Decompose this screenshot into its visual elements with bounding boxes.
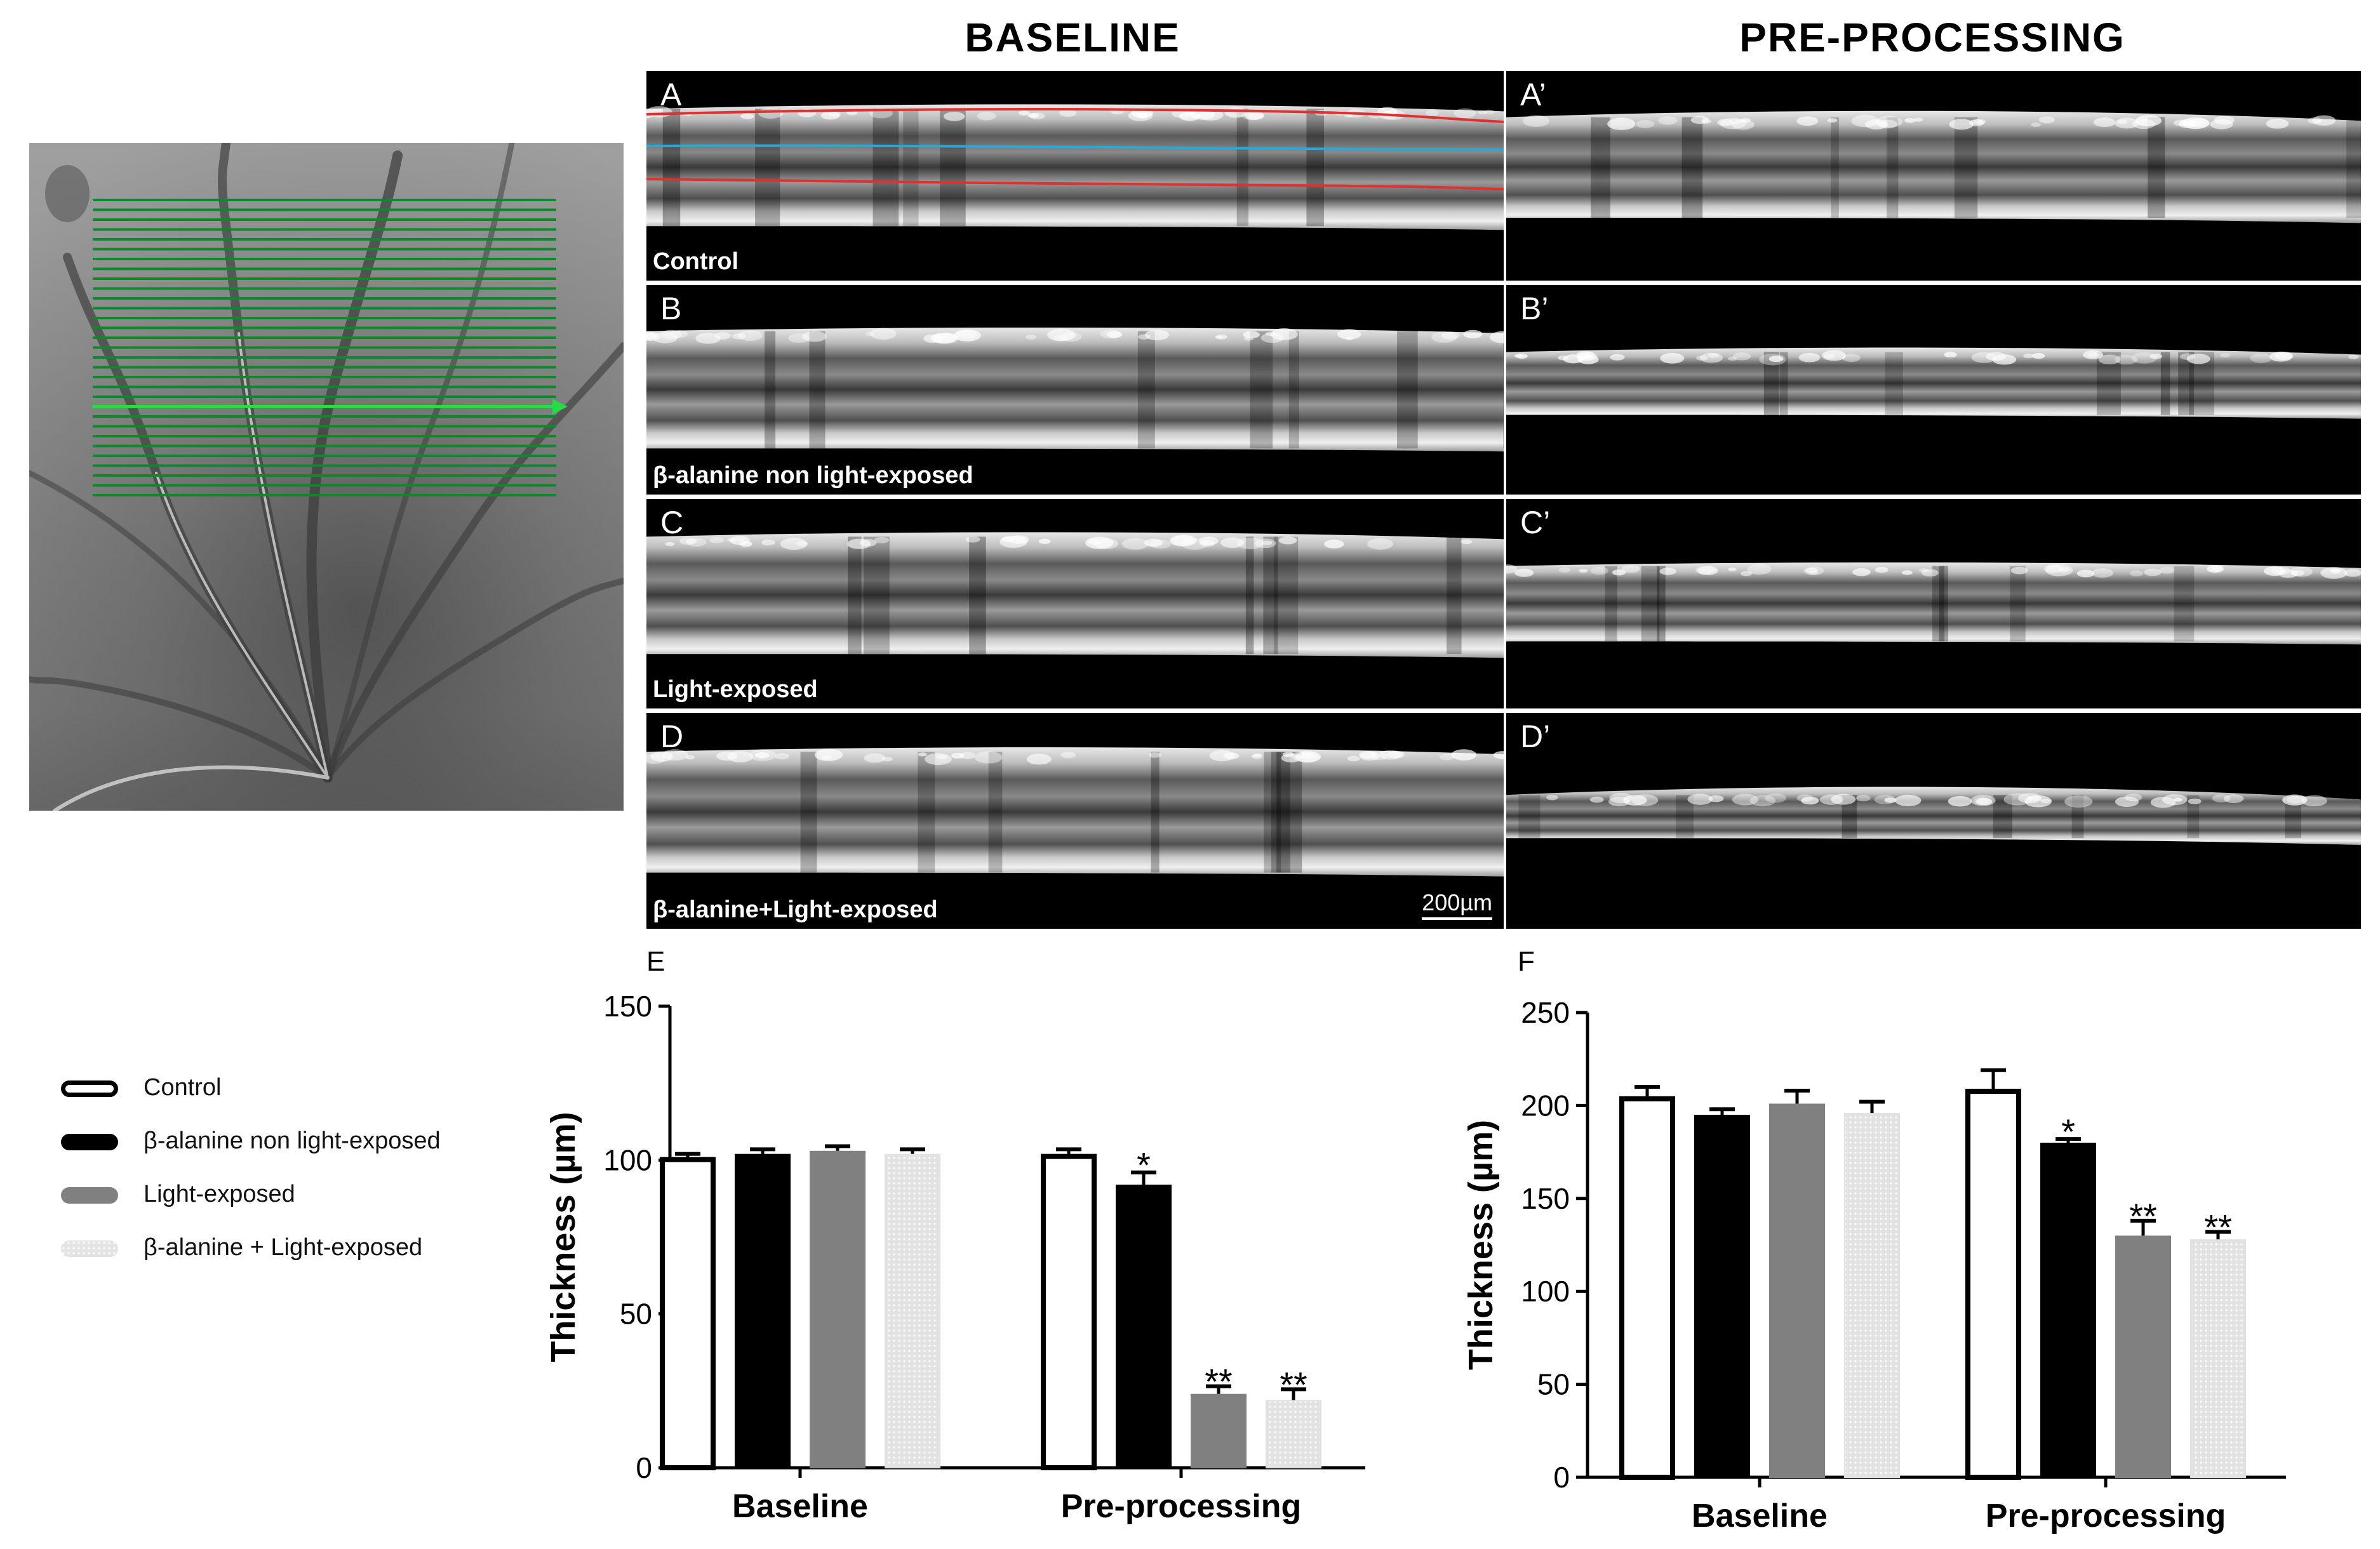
bar: [2040, 1142, 2096, 1478]
significance-label: *: [1137, 1145, 1151, 1185]
x-tick-label: Pre-processing: [1061, 1488, 1302, 1525]
bar: [810, 1150, 866, 1468]
x-tick-label: Baseline: [732, 1488, 868, 1525]
y-axis-label: Thickness (µm): [544, 1112, 582, 1362]
y-tick-label: 50: [620, 1298, 652, 1331]
panel-caption-c: Light-exposed: [653, 676, 818, 703]
bar: [1266, 1400, 1321, 1469]
bar: [1041, 1153, 1097, 1470]
panel-letter-c: C: [660, 505, 684, 540]
y-tick-label: 0: [1553, 1461, 1570, 1494]
y-tick-label: 100: [603, 1143, 652, 1176]
bar: [735, 1153, 791, 1468]
bar: [1769, 1103, 1825, 1479]
panel-caption-a: Control: [653, 248, 739, 275]
bar: [1965, 1089, 2021, 1480]
bar: [1694, 1115, 1750, 1479]
legend-swatch-light: [61, 1187, 118, 1204]
panel-letter-d-prime: D’: [1520, 719, 1551, 754]
panel-letter-a-prime: A’: [1520, 77, 1546, 112]
oct-panel-b-prime: B’: [1506, 285, 2361, 495]
bar: [1191, 1393, 1247, 1468]
significance-label: **: [1280, 1364, 1307, 1404]
x-tick-label: Pre-processing: [1986, 1498, 2226, 1534]
legend-label: Control: [144, 1074, 222, 1101]
chart-e-letter: E: [646, 946, 665, 977]
segmentation-lines: [646, 108, 1504, 190]
oct-scan-lines: [93, 199, 568, 496]
legend-swatch-beta-light: [61, 1240, 118, 1257]
legend-item-beta-non-light: β-alanine non light-exposed: [61, 1126, 505, 1158]
panel-caption-b: β-alanine non light-exposed: [653, 462, 973, 489]
baseline-header: BASELINE: [965, 15, 1180, 60]
chart-f: 0 50 100 150 200 250 Thickness (µm) Baseline Pre…: [1441, 978, 2292, 1536]
legend-item-control: Control: [61, 1073, 505, 1105]
panel-letter-b: B: [660, 291, 682, 326]
legend-label: β-alanine non light-exposed: [144, 1127, 441, 1154]
chart-f-svg: 0 50 100 150 200 250 Thickness (µm) Baseline Pre…: [1462, 996, 2286, 1534]
scale-bar: 200µm: [1422, 889, 1492, 920]
y-tick-label: 250: [1521, 996, 1570, 1029]
panel-caption-d: β-alanine+Light-exposed: [653, 896, 938, 923]
legend-label: β-alanine + Light-exposed: [144, 1234, 423, 1261]
oct-panel-d-prime: D’: [1506, 713, 2361, 929]
chart-e-svg: 0 50 100 150 Thickness (µm) Baseline Pre-proce…: [544, 990, 1365, 1525]
panel-letter-d: D: [660, 719, 684, 754]
y-tick-label: 50: [1537, 1368, 1570, 1401]
bar: [1844, 1113, 1900, 1478]
significance-label: *: [2061, 1112, 2075, 1152]
x-tick-label: Baseline: [1692, 1498, 1828, 1534]
panel-letter-b-prime: B’: [1520, 291, 1549, 326]
bar: [660, 1157, 716, 1470]
legend-swatch-control: [61, 1080, 118, 1097]
bar: [1116, 1185, 1172, 1468]
bar: [885, 1153, 940, 1468]
chart-f-letter: F: [1518, 946, 1535, 977]
bar: [2115, 1235, 2171, 1478]
oct-panel-a: A Control: [646, 71, 1504, 281]
fundus-svg: [29, 143, 624, 811]
y-tick-label: 150: [603, 990, 652, 1023]
oct-panel-c: C Light-exposed: [646, 499, 1504, 708]
significance-label: **: [2204, 1207, 2232, 1247]
bar: [2190, 1239, 2246, 1478]
legend-item-beta-light: β-alanine + Light-exposed: [61, 1233, 505, 1265]
y-tick-label: 150: [1521, 1182, 1570, 1215]
panel-letter-c-prime: C’: [1520, 505, 1551, 540]
bar: [1619, 1096, 1675, 1480]
significance-label: **: [1205, 1362, 1233, 1402]
preprocessing-header: PRE-PROCESSING: [1739, 15, 2125, 60]
y-tick-label: 100: [1521, 1275, 1570, 1308]
oct-panel-a-prime: A’: [1506, 71, 2361, 281]
fundus-image: [29, 143, 624, 811]
significance-label: **: [2129, 1196, 2157, 1236]
chart-e: 0 50 100 150 Thickness (µm) Baseline Pre-proce…: [521, 978, 1384, 1536]
oct-panel-d: D β-alanine+Light-exposed 200µm: [646, 713, 1504, 929]
y-tick-label: 0: [636, 1451, 652, 1484]
oct-panel-c-prime: C’: [1506, 499, 2361, 708]
legend-swatch-beta-non-light: [61, 1134, 118, 1150]
scan-arrow-icon: [552, 399, 568, 415]
oct-panel-b: B β-alanine non light-exposed: [646, 285, 1504, 495]
legend-item-light: Light-exposed: [61, 1180, 505, 1211]
y-tick-label: 200: [1521, 1089, 1570, 1122]
panel-letter-a: A: [660, 77, 682, 112]
legend-label: Light-exposed: [144, 1181, 295, 1207]
y-axis-label: Thickness (µm): [1462, 1120, 1500, 1370]
